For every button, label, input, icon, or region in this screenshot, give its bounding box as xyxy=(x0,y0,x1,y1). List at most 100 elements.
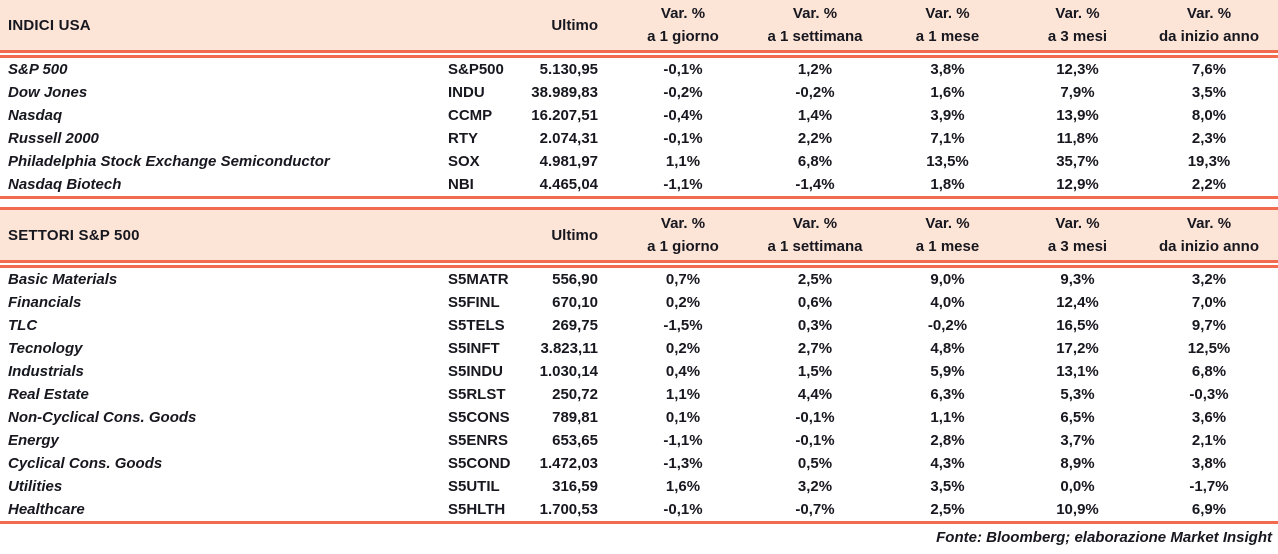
var-label: Var. % xyxy=(1186,214,1232,232)
row-var-1-settimana: 2,7% xyxy=(797,340,833,357)
row-var-inizio-anno: -0,3% xyxy=(1189,386,1229,403)
row-var-inizio-anno: 7,0% xyxy=(1191,294,1227,311)
row-last-value: 16.207,51 xyxy=(531,107,598,124)
row-var-inizio-anno: 2,3% xyxy=(1191,130,1227,147)
table-row: TLC S5TELS 269,75 -1,5% 0,3% -0,2% 16,5% 9,7% xyxy=(0,314,1278,337)
row-var-3-mesi: 35,7% xyxy=(1056,153,1099,170)
row-var-1-giorno: 0,2% xyxy=(665,294,701,311)
row-var-inizio-anno: 7,6% xyxy=(1191,61,1227,78)
single-rule xyxy=(0,207,1278,210)
row-var-1-giorno: 0,4% xyxy=(665,363,701,380)
section-title-indici-usa: INDICI USA xyxy=(8,16,91,34)
table-row: Basic Materials S5MATR 556,90 0,7% 2,5% 9,0% 9… xyxy=(0,268,1278,291)
row-last-value: 269,75 xyxy=(552,317,598,334)
var-sublabel: a 1 mese xyxy=(915,237,980,255)
row-var-1-mese: 4,8% xyxy=(930,340,965,357)
row-var-1-giorno: -1,5% xyxy=(663,317,703,334)
row-var-3-mesi: 17,2% xyxy=(1056,340,1099,357)
column-header-var-1-giorno: Var. % a 1 giorno xyxy=(616,212,750,258)
row-var-3-mesi: 0,0% xyxy=(1060,478,1095,495)
row-var-inizio-anno: 3,2% xyxy=(1191,271,1227,288)
row-var-3-mesi: 5,3% xyxy=(1060,386,1095,403)
row-ticker-code: RTY xyxy=(448,130,478,147)
row-name: Russell 2000 xyxy=(8,130,99,147)
table-row: Philadelphia Stock Exchange Semiconducto… xyxy=(0,150,1278,173)
row-ticker-code: S5CONS xyxy=(448,409,510,426)
row-var-1-settimana: -0,7% xyxy=(795,501,835,518)
row-var-1-mese: 4,3% xyxy=(930,455,965,472)
table-row: Nasdaq Biotech NBI 4.465,04 -1,1% -1,4% 1,8% 1… xyxy=(0,173,1278,196)
row-name: Industrials xyxy=(8,363,84,380)
var-label: Var. % xyxy=(925,4,970,22)
row-var-1-settimana: 3,2% xyxy=(797,478,833,495)
row-ticker-code: S5MATR xyxy=(448,271,509,288)
row-var-3-mesi: 13,9% xyxy=(1056,107,1099,124)
double-rule xyxy=(0,50,1278,58)
row-last-value: 2.074,31 xyxy=(539,130,598,147)
row-var-1-mese: 13,5% xyxy=(926,153,969,170)
row-var-3-mesi: 3,7% xyxy=(1060,432,1095,449)
table-row: Healthcare S5HLTH 1.700,53 -0,1% -0,7% 2,5% 10… xyxy=(0,498,1278,521)
row-var-inizio-anno: 6,9% xyxy=(1191,501,1227,518)
single-rule xyxy=(0,521,1278,524)
column-header-var-1-settimana: Var. % a 1 settimana xyxy=(750,2,880,48)
row-last-value: 653,65 xyxy=(552,432,598,449)
var-label: Var. % xyxy=(925,214,970,232)
row-last-value: 1.700,53 xyxy=(539,501,598,518)
row-var-3-mesi: 12,3% xyxy=(1056,61,1099,78)
row-var-1-settimana: 1,2% xyxy=(797,61,833,78)
row-name: Non-Cyclical Cons. Goods xyxy=(8,409,197,426)
row-name: Utilities xyxy=(8,478,63,495)
table-row: Cyclical Cons. Goods S5COND 1.472,03 -1,3% 0… xyxy=(0,452,1278,475)
row-var-1-giorno: -0,1% xyxy=(663,501,703,518)
row-ticker-code: S5COND xyxy=(448,455,511,472)
var-sublabel: a 1 giorno xyxy=(647,27,719,45)
row-name: Tecnology xyxy=(8,340,83,357)
table-row: Industrials S5INDU 1.030,14 0,4% 1,5% 5,9% 13,… xyxy=(0,360,1278,383)
table-row: Real Estate S5RLST 250,72 1,1% 4,4% 6,3% 5,3% -… xyxy=(0,383,1278,406)
row-name: Philadelphia Stock Exchange Semiconducto… xyxy=(8,153,330,170)
row-var-1-giorno: -0,1% xyxy=(663,130,703,147)
table-row: Dow Jones INDU 38.989,83 -0,2% -0,2% 1,6% 7,9%… xyxy=(0,81,1278,104)
row-var-1-settimana: -0,2% xyxy=(795,84,835,101)
row-var-1-settimana: 0,5% xyxy=(797,455,833,472)
row-var-inizio-anno: 3,5% xyxy=(1191,84,1227,101)
row-var-1-settimana: 0,3% xyxy=(797,317,833,334)
table-indici-usa: S&P 500 S&P500 5.130,95 -0,1% 1,2% 3,8% 12,3% 7… xyxy=(0,58,1278,196)
row-var-1-giorno: -0,2% xyxy=(663,84,703,101)
row-var-1-mese: 1,1% xyxy=(930,409,965,426)
row-var-3-mesi: 6,5% xyxy=(1060,409,1095,426)
var-label: Var. % xyxy=(1186,4,1232,22)
row-var-1-mese: 3,9% xyxy=(930,107,965,124)
var-sublabel: a 1 mese xyxy=(915,27,980,45)
row-var-1-giorno: 1,1% xyxy=(665,386,701,403)
row-ticker-code: S5INDU xyxy=(448,363,504,380)
row-var-1-giorno: 1,6% xyxy=(665,478,701,495)
column-header-var-3-mesi: Var. % a 3 mesi xyxy=(1015,2,1140,48)
table-row: Tecnology S5INFT 3.823,11 0,2% 2,7% 4,8% 17,2%… xyxy=(0,337,1278,360)
row-var-inizio-anno: 9,7% xyxy=(1191,317,1227,334)
footer: Fonte: Bloomberg; elaborazione Market In… xyxy=(0,524,1278,550)
row-var-1-settimana: 4,4% xyxy=(797,386,833,403)
column-header-var-1-settimana: Var. % a 1 settimana xyxy=(750,212,880,258)
row-var-1-mese: 9,0% xyxy=(930,271,965,288)
row-var-1-giorno: 0,2% xyxy=(665,340,701,357)
var-sublabel: da inizio anno xyxy=(1159,237,1259,255)
row-ticker-code: S&P500 xyxy=(448,61,504,78)
row-last-value: 4.981,97 xyxy=(539,153,598,170)
var-sublabel: a 3 mesi xyxy=(1047,237,1108,255)
row-ticker-code: S5FINL xyxy=(448,294,500,311)
var-label: Var. % xyxy=(660,214,706,232)
row-var-1-mese: 3,5% xyxy=(930,478,965,495)
row-var-inizio-anno: 12,5% xyxy=(1187,340,1231,357)
row-name: S&P 500 xyxy=(8,61,68,78)
row-var-1-giorno: -1,1% xyxy=(663,176,703,193)
row-ticker-code: S5ENRS xyxy=(448,432,509,449)
row-last-value: 38.989,83 xyxy=(531,84,598,101)
row-var-1-mese: 5,9% xyxy=(930,363,965,380)
column-header-var-inizio-anno: Var. % da inizio anno xyxy=(1140,212,1278,258)
row-name: Energy xyxy=(8,432,59,449)
row-ticker-code: NBI xyxy=(448,176,474,193)
row-var-3-mesi: 7,9% xyxy=(1060,84,1095,101)
row-var-1-giorno: 1,1% xyxy=(665,153,701,170)
